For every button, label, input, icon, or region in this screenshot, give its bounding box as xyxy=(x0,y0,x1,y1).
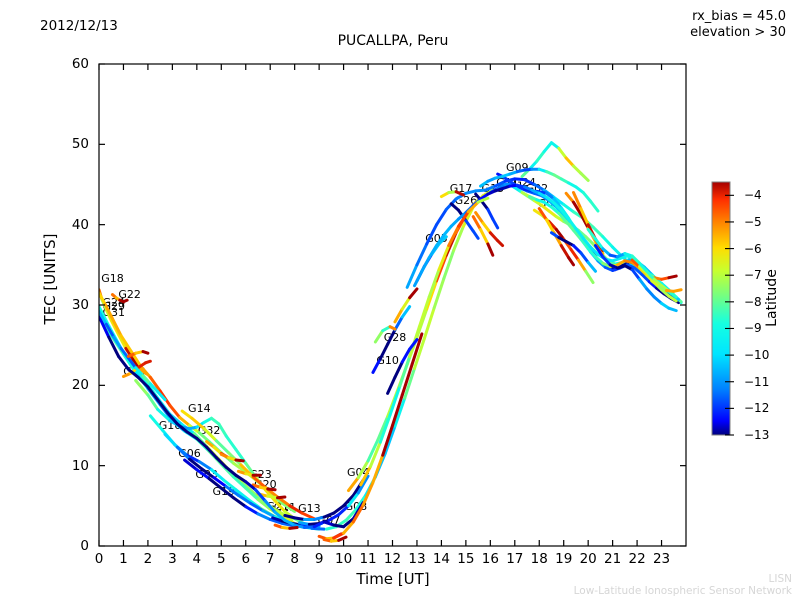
y-tick-labels: 0 10 20 30 40 50 60 xyxy=(55,0,89,600)
x-tick-label: 5 xyxy=(216,551,226,567)
series-curve xyxy=(99,314,365,530)
x-tick-label: 9 xyxy=(314,551,324,567)
x-tick-label: 18 xyxy=(530,551,548,567)
footer-credit: LISN Low-Latitude Ionospheric Sensor Net… xyxy=(574,573,792,597)
x-tick-label: 10 xyxy=(334,551,353,567)
colorbar-tick-label: −8 xyxy=(744,294,762,309)
series-curve xyxy=(439,190,465,199)
series-curve xyxy=(386,338,419,395)
series-curve xyxy=(346,192,487,493)
x-tick-label: 12 xyxy=(383,551,402,567)
x-tick-label: 23 xyxy=(652,551,671,567)
series-curve xyxy=(273,523,299,530)
parameters-annotation: rx_bias = 45.0 elevation > 30 xyxy=(690,9,786,41)
x-tick-label: 13 xyxy=(408,551,426,567)
series-curve xyxy=(594,244,678,313)
series-curve xyxy=(298,474,370,526)
colorbar xyxy=(711,181,734,436)
page-title: PUCALLPA, Peru xyxy=(337,33,449,49)
series-curve xyxy=(359,196,490,487)
x-tick-label: 22 xyxy=(628,551,646,567)
x-tick-label: 15 xyxy=(457,551,475,567)
series-label: G18 xyxy=(101,272,124,286)
colorbar-tick-label: −10 xyxy=(744,348,770,363)
series-curve xyxy=(283,478,365,521)
plot-frame xyxy=(98,63,687,547)
colorbar-tick-label: −11 xyxy=(744,374,770,389)
series-curve xyxy=(471,215,495,257)
y-tick-label: 40 xyxy=(71,216,89,233)
series-curve xyxy=(371,305,412,374)
y-tick-label: 30 xyxy=(71,297,89,313)
series-curve xyxy=(126,350,150,358)
rx-bias-text: rx_bias = 45.0 xyxy=(692,9,786,24)
colorbar-tick-label: −7 xyxy=(744,268,762,283)
x-tick-label: 3 xyxy=(168,551,177,567)
x-tick-label: 1 xyxy=(119,551,128,567)
colorbar-tick-label: −6 xyxy=(744,241,762,256)
footer-line-1: LISN xyxy=(768,573,792,585)
series-curve xyxy=(99,291,297,513)
colorbar-tick-labels: −4 −5 −6 −7 −8 −9 −10 −11 −12 −13 xyxy=(744,0,800,600)
x-tick-label: 7 xyxy=(265,551,275,567)
date-stamp: 2012/12/13 xyxy=(40,18,118,34)
x-tick-label: 14 xyxy=(432,551,450,567)
series-curve xyxy=(180,409,316,521)
colorbar-tick-label: −4 xyxy=(744,188,762,203)
x-tick-label: 11 xyxy=(359,551,377,567)
series-curve xyxy=(474,211,505,248)
series-curve xyxy=(219,452,245,463)
series-label: G14 xyxy=(188,402,211,416)
x-tick-label: 2 xyxy=(143,551,153,567)
x-tick-label: 19 xyxy=(555,551,573,567)
series-curve xyxy=(549,231,597,273)
series-label: G13 xyxy=(298,502,321,516)
footer-line-2: Low-Latitude Ionospheric Sensor Network xyxy=(573,585,792,597)
x-tick-labels: 0 1 2 3 4 5 6 7 8 9 10 11 12 13 14 15 16 17 18 19 20 21 22 23 xyxy=(0,551,800,575)
colorbar-tick-label: −5 xyxy=(744,214,762,229)
colorbar-tick-label: −12 xyxy=(744,401,770,416)
colorbar-tick-label: −9 xyxy=(744,321,762,336)
y-tick-label: 10 xyxy=(71,457,89,474)
series-curve xyxy=(110,293,129,304)
elevation-text: elevation > 30 xyxy=(690,25,786,40)
series-curve xyxy=(373,325,397,344)
y-tick-label: 0 xyxy=(80,538,89,554)
data-curves xyxy=(99,141,683,543)
x-tick-label: 0 xyxy=(94,551,104,567)
x-tick-label: 20 xyxy=(579,551,597,567)
series-curve xyxy=(236,469,262,477)
y-tick-label: 50 xyxy=(71,136,89,153)
series-label: G22 xyxy=(118,287,141,301)
series-curve xyxy=(332,332,424,540)
x-tick-label: 16 xyxy=(481,551,499,567)
colorbar-gradient xyxy=(711,181,731,436)
colorbar-tick-label: −13 xyxy=(744,428,770,442)
y-tick-label: 60 xyxy=(71,56,89,72)
series-curve xyxy=(393,287,419,324)
axes-frame xyxy=(98,63,687,547)
x-axis-title: Time [UT] xyxy=(356,570,430,588)
x-tick-label: 21 xyxy=(604,551,622,567)
series-curve xyxy=(650,279,683,293)
series-curve xyxy=(251,483,277,492)
series-curve xyxy=(322,535,348,543)
x-tick-label: 17 xyxy=(506,551,524,567)
series-curve xyxy=(479,167,600,213)
y-tick-label: 20 xyxy=(71,377,89,394)
x-tick-label: 8 xyxy=(290,551,299,567)
x-tick-label: 6 xyxy=(241,551,251,567)
x-tick-label: 4 xyxy=(192,551,202,567)
